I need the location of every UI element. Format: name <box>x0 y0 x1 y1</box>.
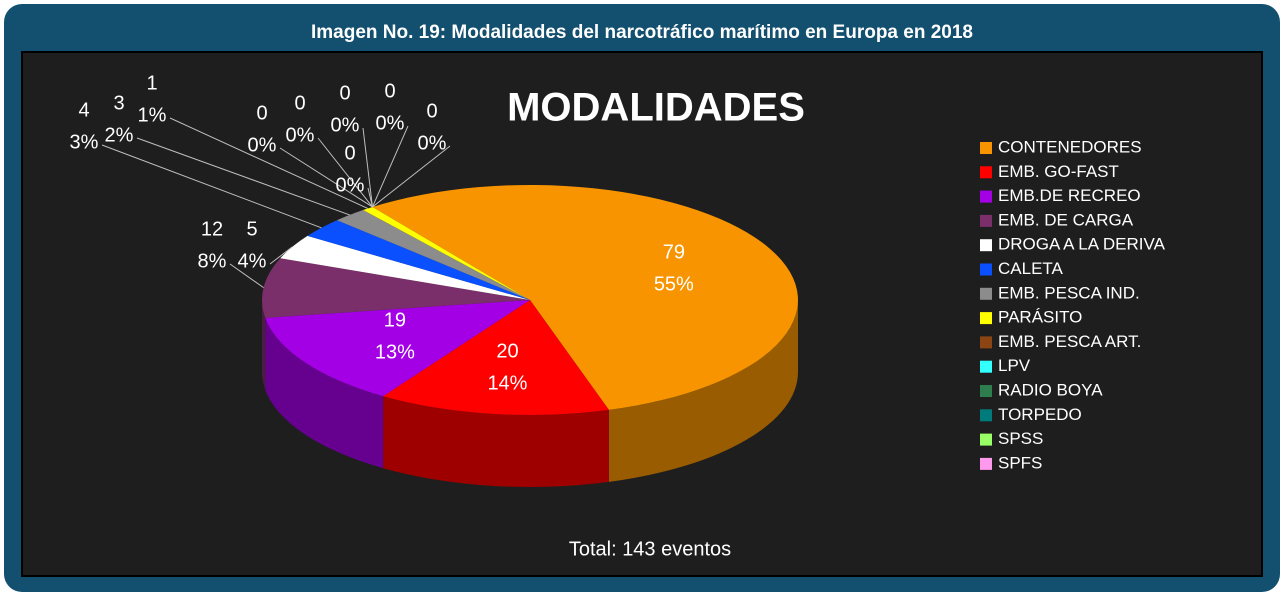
percent-label: 2% <box>105 124 134 146</box>
legend-swatch <box>980 409 992 422</box>
legend-swatch <box>980 457 992 470</box>
legend-label: EMB.DE RECREO <box>998 186 1141 205</box>
data-label: 0 <box>339 82 350 104</box>
percent-label: 55% <box>654 273 694 295</box>
slice <box>262 258 530 318</box>
legend-label: LPV <box>998 356 1031 375</box>
percent-label: 4% <box>238 250 267 272</box>
chart-title: MODALIDADES <box>507 86 805 130</box>
data-label: 3 <box>113 92 124 114</box>
data-label: 0 <box>256 102 267 124</box>
slice <box>383 300 609 415</box>
percent-label: 1% <box>138 104 167 126</box>
legend-swatch <box>980 190 992 203</box>
legend-label: EMB. PESCA IND. <box>998 283 1140 302</box>
leader-line <box>372 145 451 208</box>
data-label: 19 <box>384 310 406 332</box>
legend-label: RADIO BOYA <box>998 380 1103 399</box>
legend-swatch <box>980 239 992 252</box>
legend-label: EMB. DE CARGA <box>998 210 1134 229</box>
slice <box>372 206 530 300</box>
leader-line <box>372 125 409 208</box>
legend-label: EMB. GO-FAST <box>998 162 1119 181</box>
percent-label: 3% <box>70 131 99 153</box>
slice <box>336 210 530 300</box>
slice-side <box>265 317 384 469</box>
legend-swatch <box>980 287 992 300</box>
percent-label: 0% <box>248 134 277 156</box>
legend-swatch <box>980 336 992 349</box>
legend-label: CONTENEDORES <box>998 137 1142 156</box>
percent-label: 0% <box>418 132 447 154</box>
legend-swatch <box>980 433 992 446</box>
slice <box>372 184 798 410</box>
percent-label: 13% <box>375 342 415 364</box>
legend-swatch <box>980 360 992 373</box>
leader-line <box>101 144 322 229</box>
data-label: 0 <box>384 80 395 102</box>
legend-swatch <box>980 214 992 227</box>
legend-label: PARÁSITO <box>998 308 1082 327</box>
legend-swatch <box>980 385 992 397</box>
leader-line <box>367 187 373 208</box>
leader-line <box>269 246 293 265</box>
legend-label: CALETA <box>998 259 1064 278</box>
legend-label: SPSS <box>998 429 1043 448</box>
header-title: Imagen No. 19: Modalidades del narcotráf… <box>311 22 973 43</box>
leader-line <box>169 117 368 209</box>
legend-label: EMB. PESCA ART. <box>998 332 1141 351</box>
percent-label: 14% <box>487 373 527 395</box>
legend-swatch <box>980 263 992 276</box>
legend-label: DROGA A LA DERIVA <box>998 235 1166 254</box>
legend-swatch <box>980 166 992 179</box>
data-label: 0 <box>294 92 305 114</box>
percent-label: 0% <box>376 112 405 134</box>
percent-label: 0% <box>331 114 360 136</box>
data-label: 0 <box>344 142 355 164</box>
percent-label: 0% <box>336 174 365 196</box>
data-label: 20 <box>496 341 518 363</box>
data-label: 0 <box>426 100 437 122</box>
legend-label: TORPEDO <box>998 405 1082 424</box>
data-label: 12 <box>201 218 223 240</box>
data-label: 79 <box>663 241 685 263</box>
legend-swatch <box>980 312 992 325</box>
leader-line <box>229 263 264 289</box>
slice <box>363 206 530 300</box>
legend-label: SPFS <box>998 453 1042 472</box>
slice <box>265 300 530 397</box>
percent-label: 0% <box>286 124 315 146</box>
data-label: 1 <box>146 72 157 94</box>
leader-line <box>317 137 373 208</box>
leader-line <box>362 127 373 208</box>
annotation: Total: 143 eventos <box>569 538 731 560</box>
leader-line <box>279 147 373 208</box>
slice-side <box>383 396 609 487</box>
percent-label: 8% <box>198 250 227 272</box>
leader-line <box>136 137 350 216</box>
slice <box>280 235 530 300</box>
legend-swatch <box>980 142 992 154</box>
slice-side <box>608 300 798 482</box>
data-label: 5 <box>246 218 257 240</box>
slice <box>307 220 530 300</box>
slice-side <box>262 300 266 390</box>
data-label: 4 <box>78 99 89 121</box>
